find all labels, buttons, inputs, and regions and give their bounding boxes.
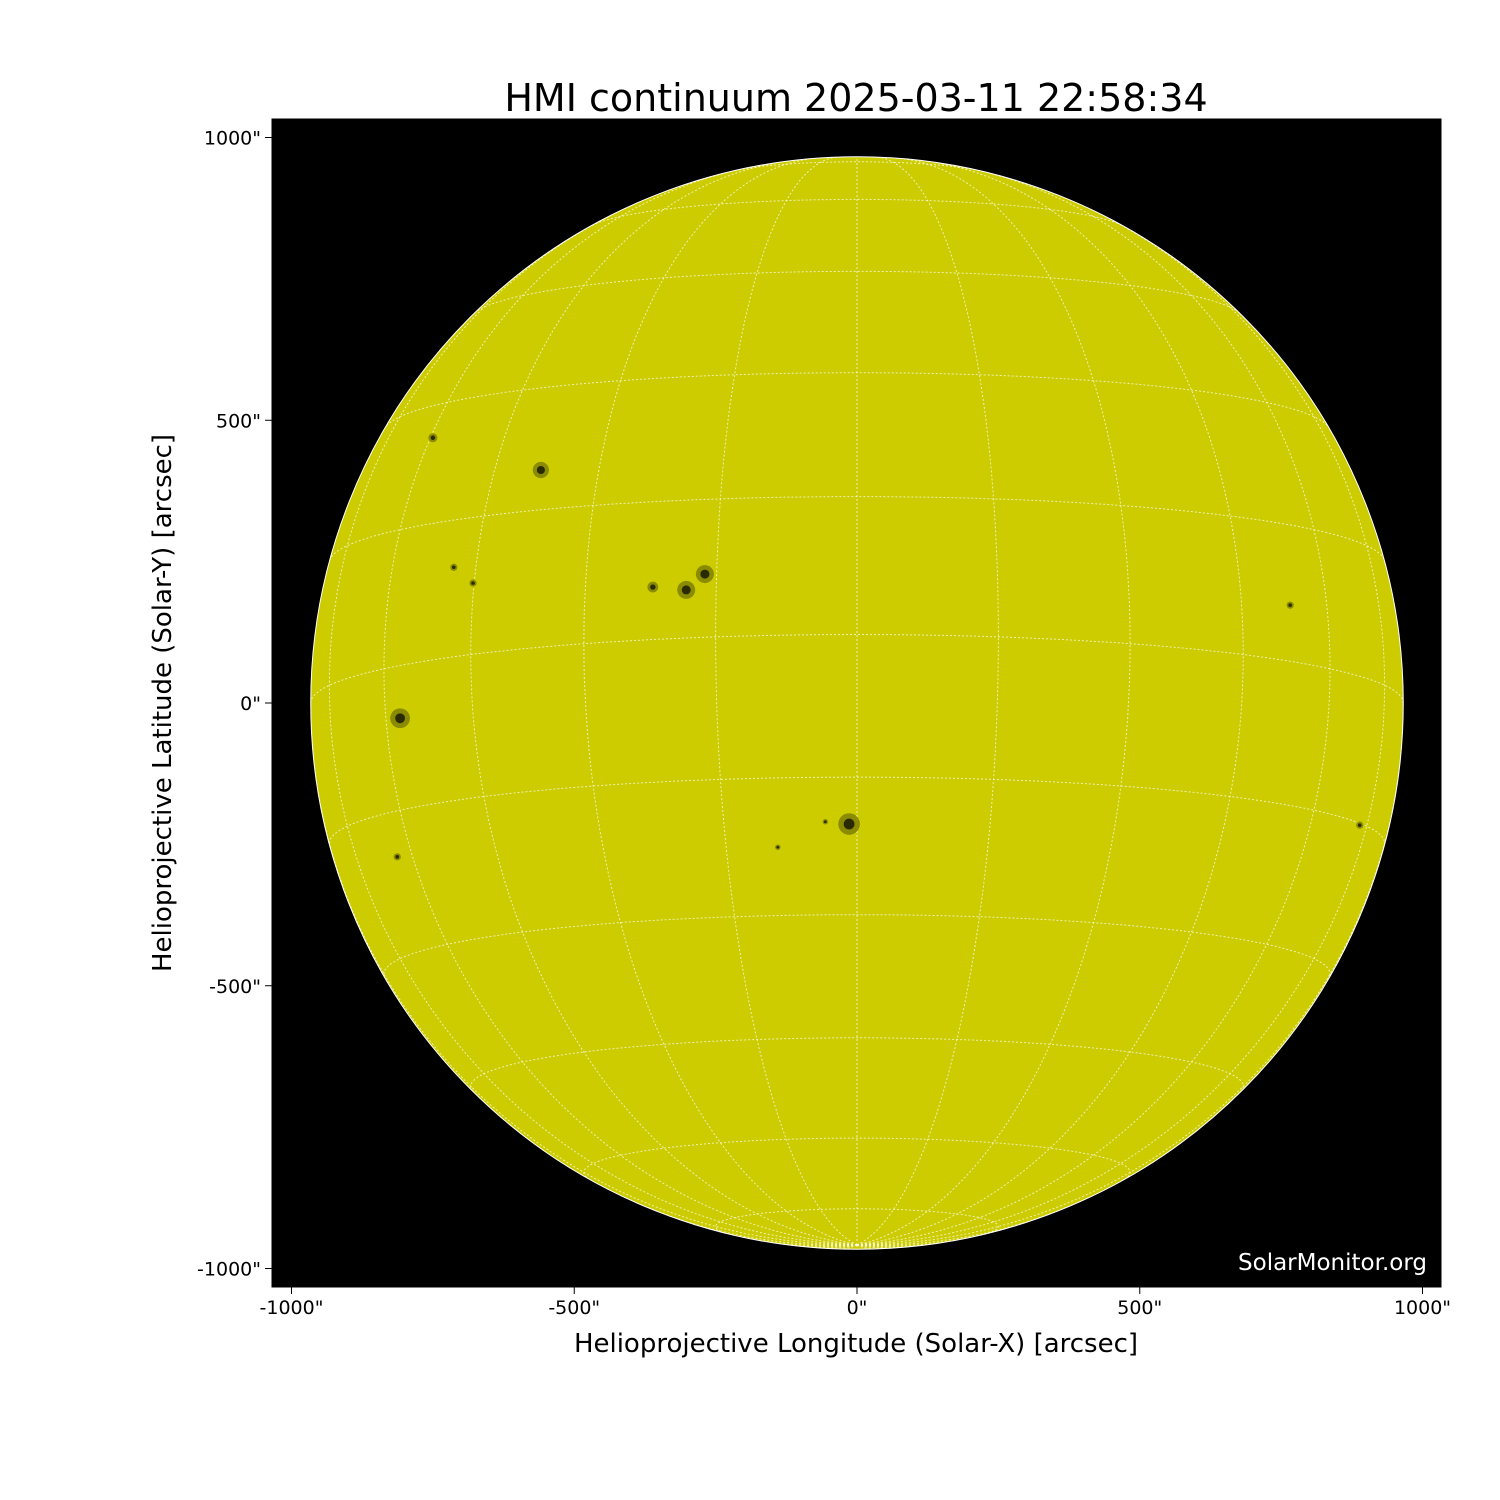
grid-line — [583, 1137, 1131, 1180]
grid-line — [842, 1244, 858, 1250]
x-tick-label: 1000" — [1394, 1297, 1451, 1319]
y-tick-label: -1000" — [197, 1259, 261, 1281]
sunspot-umbra — [395, 713, 406, 724]
sunspot-umbra — [650, 584, 656, 590]
grid-line — [856, 1244, 872, 1250]
sunspot-umbra — [823, 820, 827, 824]
sunspot-umbra — [430, 435, 436, 441]
watermark: SolarMonitor.org — [1238, 1250, 1427, 1276]
y-tick-label: 500" — [216, 410, 261, 432]
grid-line — [856, 156, 999, 1246]
x-tick-label: -1000" — [260, 1297, 324, 1319]
y-axis: 1000" 500" 0" -500" -1000" — [197, 128, 272, 1281]
grid-line — [742, 1236, 858, 1247]
heliographic-grid — [310, 156, 1404, 1250]
grid-line — [856, 1244, 925, 1248]
chart-title: HMI continuum 2025-03-11 22:58:34 — [504, 76, 1207, 120]
sunspot-umbra — [395, 855, 400, 859]
x-axis: -1000" -500" 0" 500" 1000" — [260, 1287, 1451, 1319]
grid-line — [789, 1244, 858, 1248]
grid-line — [328, 215, 858, 1246]
grid-line — [715, 156, 858, 1246]
grid-line — [583, 158, 858, 1246]
grid-line — [328, 776, 1386, 844]
sunspot-umbra — [1357, 823, 1362, 827]
grid-line — [310, 702, 858, 1246]
grid-line — [383, 914, 1331, 979]
grid-line — [856, 702, 1404, 1246]
sunspot-umbra — [776, 845, 780, 849]
x-axis-label: Helioprojective Longitude (Solar-X) [arc… — [574, 1329, 1138, 1359]
sunspot-umbra — [843, 818, 855, 830]
sunspot-umbra — [681, 585, 691, 595]
x-tick-label: 500" — [1117, 1297, 1162, 1319]
y-axis-label: Helioprojective Latitude (Solar-Y) [arcs… — [148, 434, 178, 972]
grid-line — [856, 172, 1331, 1246]
sunspot-umbra — [451, 565, 456, 570]
grid-line — [856, 158, 1131, 1246]
y-tick-label: 0" — [240, 693, 261, 715]
sunspot-umbra — [536, 465, 545, 475]
grid-line — [383, 172, 858, 1246]
grid-line — [856, 215, 1386, 1246]
y-tick-label: 1000" — [204, 128, 261, 150]
sunspot-umbra — [1288, 603, 1292, 607]
grid-line — [734, 161, 980, 172]
sunspots — [390, 433, 1364, 861]
y-tick-label: -500" — [209, 976, 261, 998]
sunspot-umbra — [471, 581, 475, 585]
grid-line — [470, 1037, 1244, 1092]
sunspot-umbra — [700, 569, 710, 579]
grid-line — [856, 1236, 972, 1247]
x-tick-label: -500" — [548, 1297, 600, 1319]
x-tick-label: 0" — [847, 1297, 868, 1319]
